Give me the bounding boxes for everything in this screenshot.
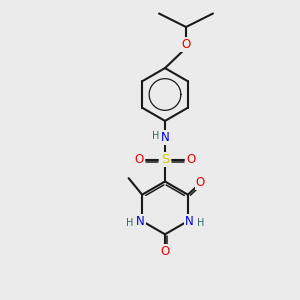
Text: O: O — [160, 245, 169, 258]
Text: O: O — [135, 153, 144, 167]
Text: O: O — [182, 38, 190, 51]
Text: H: H — [197, 218, 204, 228]
Text: N: N — [185, 214, 194, 228]
Text: O: O — [196, 176, 205, 189]
Text: S: S — [161, 153, 169, 167]
Text: H: H — [152, 131, 160, 141]
Text: O: O — [186, 153, 195, 167]
Text: N: N — [161, 131, 170, 144]
Text: H: H — [126, 218, 133, 228]
Text: N: N — [136, 214, 145, 228]
